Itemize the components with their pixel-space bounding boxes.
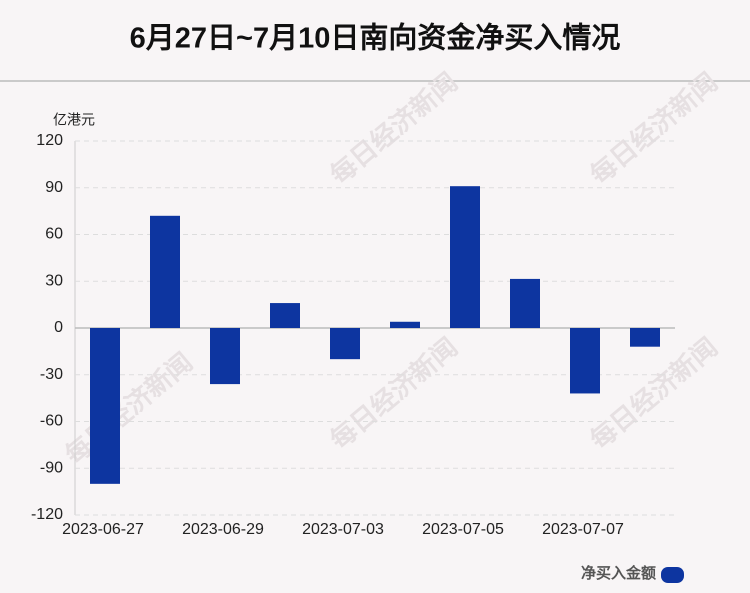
y-tick-label: 90 <box>45 179 63 196</box>
bar <box>270 303 300 328</box>
y-tick-label: -120 <box>31 506 63 523</box>
bar <box>150 215 180 328</box>
x-tick-label: 2023-07-05 <box>422 521 504 538</box>
x-tick-label: 2023-06-29 <box>182 521 264 538</box>
y-tick-label: -30 <box>40 366 63 383</box>
chart-title: 6月27日~7月10日南向资金净买入情况 <box>130 21 621 55</box>
y-tick-label: -90 <box>40 459 63 476</box>
x-tick-label: 2023-07-03 <box>302 521 384 538</box>
x-tick-label: 2023-06-27 <box>62 521 144 538</box>
bar <box>630 328 660 347</box>
y-tick-label: 0 <box>54 319 63 336</box>
bar <box>450 186 480 328</box>
y-tick-label: 120 <box>36 132 63 149</box>
legend-label: 净买入金额 <box>581 564 656 582</box>
bar <box>90 328 120 484</box>
x-tick-label: 2023-07-07 <box>542 521 624 538</box>
bar <box>570 328 600 394</box>
bar <box>510 278 540 328</box>
bar <box>210 328 240 385</box>
y-tick-label: 60 <box>45 226 63 243</box>
legend-swatch <box>661 567 684 583</box>
bar <box>390 321 420 328</box>
bar <box>330 328 360 360</box>
y-tick-label: -60 <box>40 413 63 430</box>
y-tick-label: 30 <box>45 272 63 289</box>
y-axis-label: 亿港元 <box>53 112 95 128</box>
